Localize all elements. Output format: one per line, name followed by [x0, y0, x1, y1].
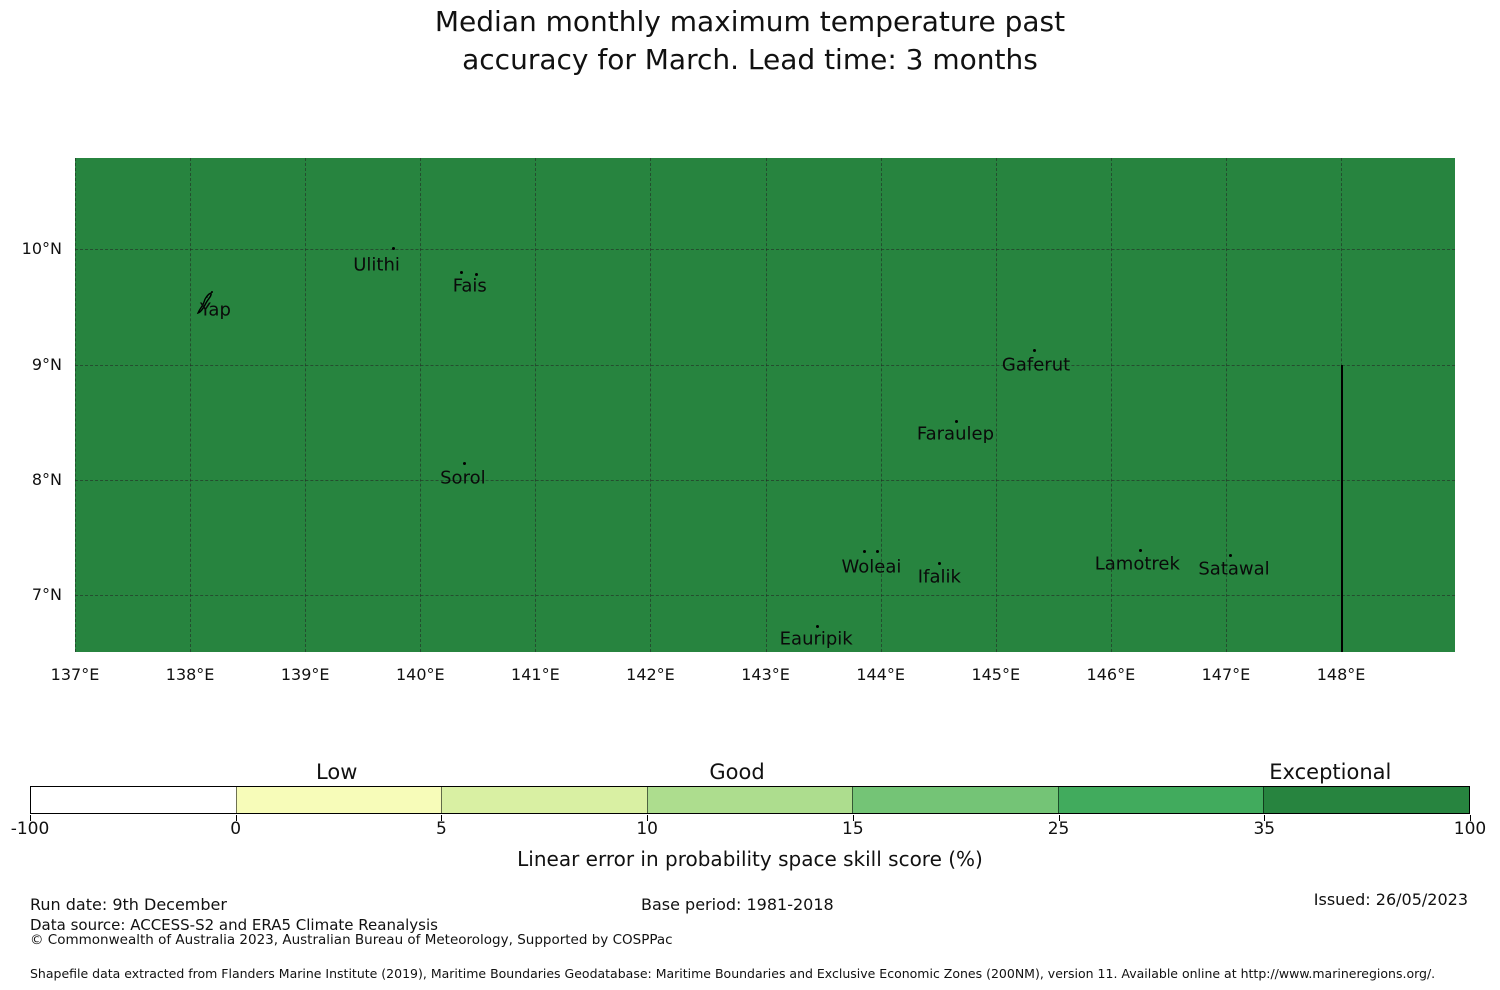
footer-data-source: Data source: ACCESS-S2 and ERA5 Climate … — [30, 916, 438, 934]
x-tick-label: 144°E — [856, 665, 905, 684]
y-tick-label: 9°N — [31, 354, 62, 374]
colorbar-tick-label: 35 — [1253, 819, 1276, 839]
island-label: Fais — [452, 275, 487, 297]
island-label: Satawal — [1198, 558, 1270, 580]
y-tick-label: 10°N — [21, 239, 62, 259]
grid-line-meridian — [880, 158, 882, 652]
x-tick-label: 141°E — [511, 665, 560, 684]
colorbar-quality-label: Exceptional — [1269, 760, 1392, 784]
colorbar-tick-label: 10 — [636, 819, 658, 839]
grid-line-meridian — [1225, 158, 1227, 652]
grid-line-meridian — [305, 158, 307, 652]
colorbar-tick — [1058, 815, 1060, 821]
colorbar-segment — [31, 787, 236, 813]
colorbar-tick-label: 0 — [230, 819, 242, 839]
island-label: Woleai — [841, 556, 902, 578]
grid-line-parallel — [75, 480, 1455, 482]
page-title-line1: Median monthly maximum temperature past — [434, 5, 1066, 38]
island-label: Gaferut — [1001, 354, 1071, 376]
grid-line-parallel — [75, 595, 1455, 597]
map-canvas: Yap Ulithi Fais Sorol Gaferut Faraulep Woleai I… — [75, 158, 1455, 652]
colorbar-axis-label: Linear error in probability space skill … — [517, 847, 983, 871]
colorbar-tick — [1470, 815, 1471, 821]
colorbar-segment — [852, 787, 1058, 813]
colorbar-tick — [1264, 815, 1266, 821]
island-label: Faraulep — [916, 423, 995, 445]
x-tick-label: 148°E — [1316, 665, 1366, 684]
island-marker — [937, 561, 941, 565]
grid-line-meridian — [75, 158, 76, 652]
colorbar — [30, 786, 1470, 814]
x-tick-label: 137°E — [50, 665, 100, 684]
island-marker — [1229, 553, 1233, 557]
island-marker — [460, 270, 464, 274]
grid-line-meridian — [420, 158, 422, 652]
colorbar-segment — [1057, 787, 1264, 813]
colorbar-quality-label: Low — [316, 760, 358, 784]
eez-boundary-line — [1341, 364, 1344, 652]
island-label: Sorol — [440, 467, 486, 489]
x-tick-label: 139°E — [280, 665, 330, 684]
grid-line-parallel — [75, 249, 1455, 251]
x-tick-label: 145°E — [971, 665, 1021, 684]
y-tick-label: 8°N — [31, 470, 62, 490]
page-title-line2: accuracy for March. Lead time: 3 months — [462, 43, 1038, 76]
y-tick-label: 7°N — [31, 585, 62, 605]
island-label: Yap — [199, 299, 231, 321]
island-outline-yap-icon — [195, 290, 217, 320]
colorbar-tick — [235, 815, 237, 821]
island-label: Ifalik — [917, 566, 961, 588]
colorbar-tick-label: 5 — [436, 819, 447, 839]
footer-shapefile-attribution: Shapefile data extracted from Flanders M… — [30, 966, 1436, 981]
island-marker — [815, 625, 819, 629]
island-marker — [462, 462, 466, 466]
island-marker — [475, 273, 479, 277]
colorbar-tick — [852, 815, 854, 821]
colorbar-segment — [646, 787, 853, 813]
footer-base-period: Base period: 1981-2018 — [641, 895, 834, 914]
island-marker — [392, 246, 396, 250]
x-tick-label: 142°E — [626, 665, 675, 684]
colorbar-tick-label: 25 — [1047, 819, 1070, 839]
colorbar-tick — [441, 815, 443, 821]
colorbar-tick — [647, 815, 649, 821]
island-marker — [955, 419, 959, 423]
island-marker — [1033, 349, 1037, 353]
colorbar-tick-label: 15 — [842, 819, 864, 839]
colorbar-segment — [441, 787, 647, 813]
colorbar-segment — [235, 787, 442, 813]
grid-line-meridian — [995, 158, 997, 652]
x-tick-label: 140°E — [395, 665, 445, 684]
island-marker — [863, 550, 867, 554]
grid-line-meridian — [190, 158, 192, 652]
grid-line-meridian — [765, 158, 767, 652]
footer-copyright: © Commonwealth of Australia 2023, Austra… — [30, 932, 673, 948]
x-tick-label: 146°E — [1086, 665, 1136, 684]
island-label: Ulithi — [353, 254, 400, 276]
colorbar-segment — [1263, 787, 1470, 813]
grid-line-meridian — [1110, 158, 1112, 652]
page-title: Median monthly maximum temperature past … — [0, 3, 1500, 79]
colorbar-quality-label: Good — [709, 760, 765, 784]
island-label: Lamotrek — [1094, 553, 1180, 575]
grid-line-meridian — [535, 158, 537, 652]
grid-line-parallel — [75, 364, 1455, 366]
island-marker — [1139, 548, 1143, 552]
x-tick-label: 143°E — [741, 665, 790, 684]
island-label: Eauripik — [779, 628, 853, 650]
footer-issued-date: Issued: 26/05/2023 — [1313, 890, 1468, 909]
colorbar-tick — [30, 815, 31, 821]
x-tick-label: 138°E — [165, 665, 215, 684]
colorbar-tick-label: 100 — [1453, 819, 1487, 839]
island-marker — [875, 550, 879, 554]
grid-line-meridian — [650, 158, 652, 652]
x-tick-label: 147°E — [1201, 665, 1251, 684]
footer-run-date: Run date: 9th December — [30, 895, 227, 914]
colorbar-tick-label: -100 — [10, 819, 50, 839]
